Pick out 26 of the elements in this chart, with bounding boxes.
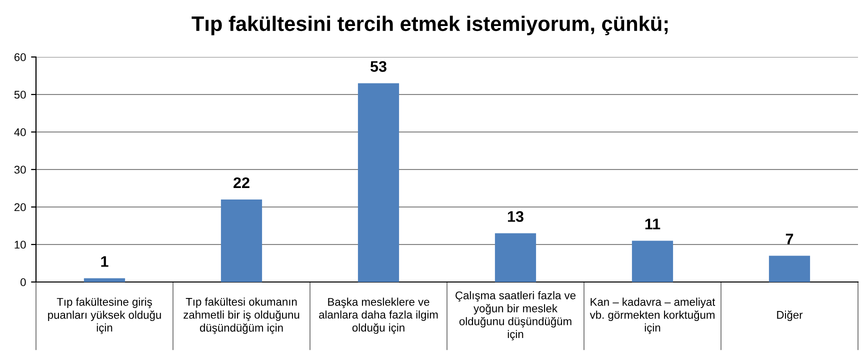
bar: [84, 278, 126, 282]
data-label: 11: [645, 218, 660, 230]
x-tick-label: Diğer: [777, 310, 803, 321]
bar: [494, 233, 536, 282]
y-tick-label: 20: [14, 203, 26, 212]
x-tick-label: Çalışma saatleri fazla ve yoğun bir meslek olduğunu düşündüğüm için: [456, 291, 576, 340]
data-label: 53: [370, 61, 386, 72]
y-tick-label: 10: [14, 240, 26, 249]
y-tick-label: 30: [14, 166, 26, 174]
data-label: 13: [508, 211, 524, 222]
y-tick-label: 50: [14, 90, 26, 99]
y-tick-label: 0: [20, 278, 26, 286]
x-tick-label: Tıp fakültesi okumanın zahmetli bir iş olduğunu düşündüğüm için: [184, 298, 300, 334]
bar: [632, 240, 674, 282]
bar: [768, 256, 810, 282]
data-label: 7: [786, 234, 794, 244]
bar: [220, 200, 262, 282]
chart-title: Tıp fakültesini tercih etmek istemiyorum, çünkü;: [192, 16, 668, 36]
x-tick-label: Başka mesleklere ve alanlara daha fazla ilgim olduğu için: [319, 298, 438, 334]
x-tick-label: Tıp fakültesine giriş puanları yüksek olduğu için: [48, 298, 161, 334]
y-tick-label: 40: [14, 128, 26, 136]
x-tick-label: Kan – kadavra – ameliyat vb. görmekten korktuğum için: [590, 298, 716, 334]
data-label: 22: [234, 177, 250, 188]
bar: [358, 83, 400, 282]
y-tick-label: 60: [14, 53, 26, 62]
data-label: 1: [101, 256, 108, 267]
